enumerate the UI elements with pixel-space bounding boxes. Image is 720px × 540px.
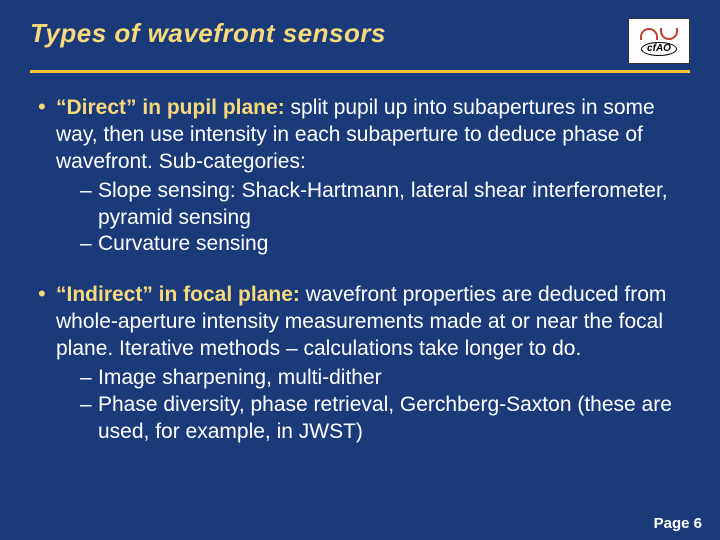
logo-graphic: [640, 28, 678, 40]
list-item: Phase diversity, phase retrieval, Gerchb…: [56, 392, 684, 446]
logo-arc-icon: [640, 28, 658, 40]
sub-list: Image sharpening, multi-dither Phase div…: [56, 365, 684, 446]
page-title: Types of wavefront sensors: [30, 18, 386, 49]
logo-arc-icon: [660, 28, 678, 40]
list-item: “Indirect” in focal plane: wavefront pro…: [36, 282, 684, 445]
header: Types of wavefront sensors cfAO: [30, 18, 690, 64]
divider: [30, 70, 690, 73]
list-item: “Direct” in pupil plane: split pupil up …: [36, 95, 684, 258]
page-number: Page 6: [654, 515, 702, 532]
lead-text: “Direct” in pupil plane:: [56, 96, 285, 119]
content: “Direct” in pupil plane: split pupil up …: [30, 95, 690, 446]
list-item: Image sharpening, multi-dither: [56, 365, 684, 392]
slide: Types of wavefront sensors cfAO “Direct”…: [0, 0, 720, 540]
bullet-list: “Direct” in pupil plane: split pupil up …: [36, 95, 684, 446]
lead-text: “Indirect” in focal plane:: [56, 283, 300, 306]
logo: cfAO: [628, 18, 690, 64]
sub-list: Slope sensing: Shack-Hartmann, lateral s…: [56, 178, 684, 259]
list-item: Curvature sensing: [56, 231, 684, 258]
logo-text: cfAO: [641, 42, 677, 56]
list-item: Slope sensing: Shack-Hartmann, lateral s…: [56, 178, 684, 232]
